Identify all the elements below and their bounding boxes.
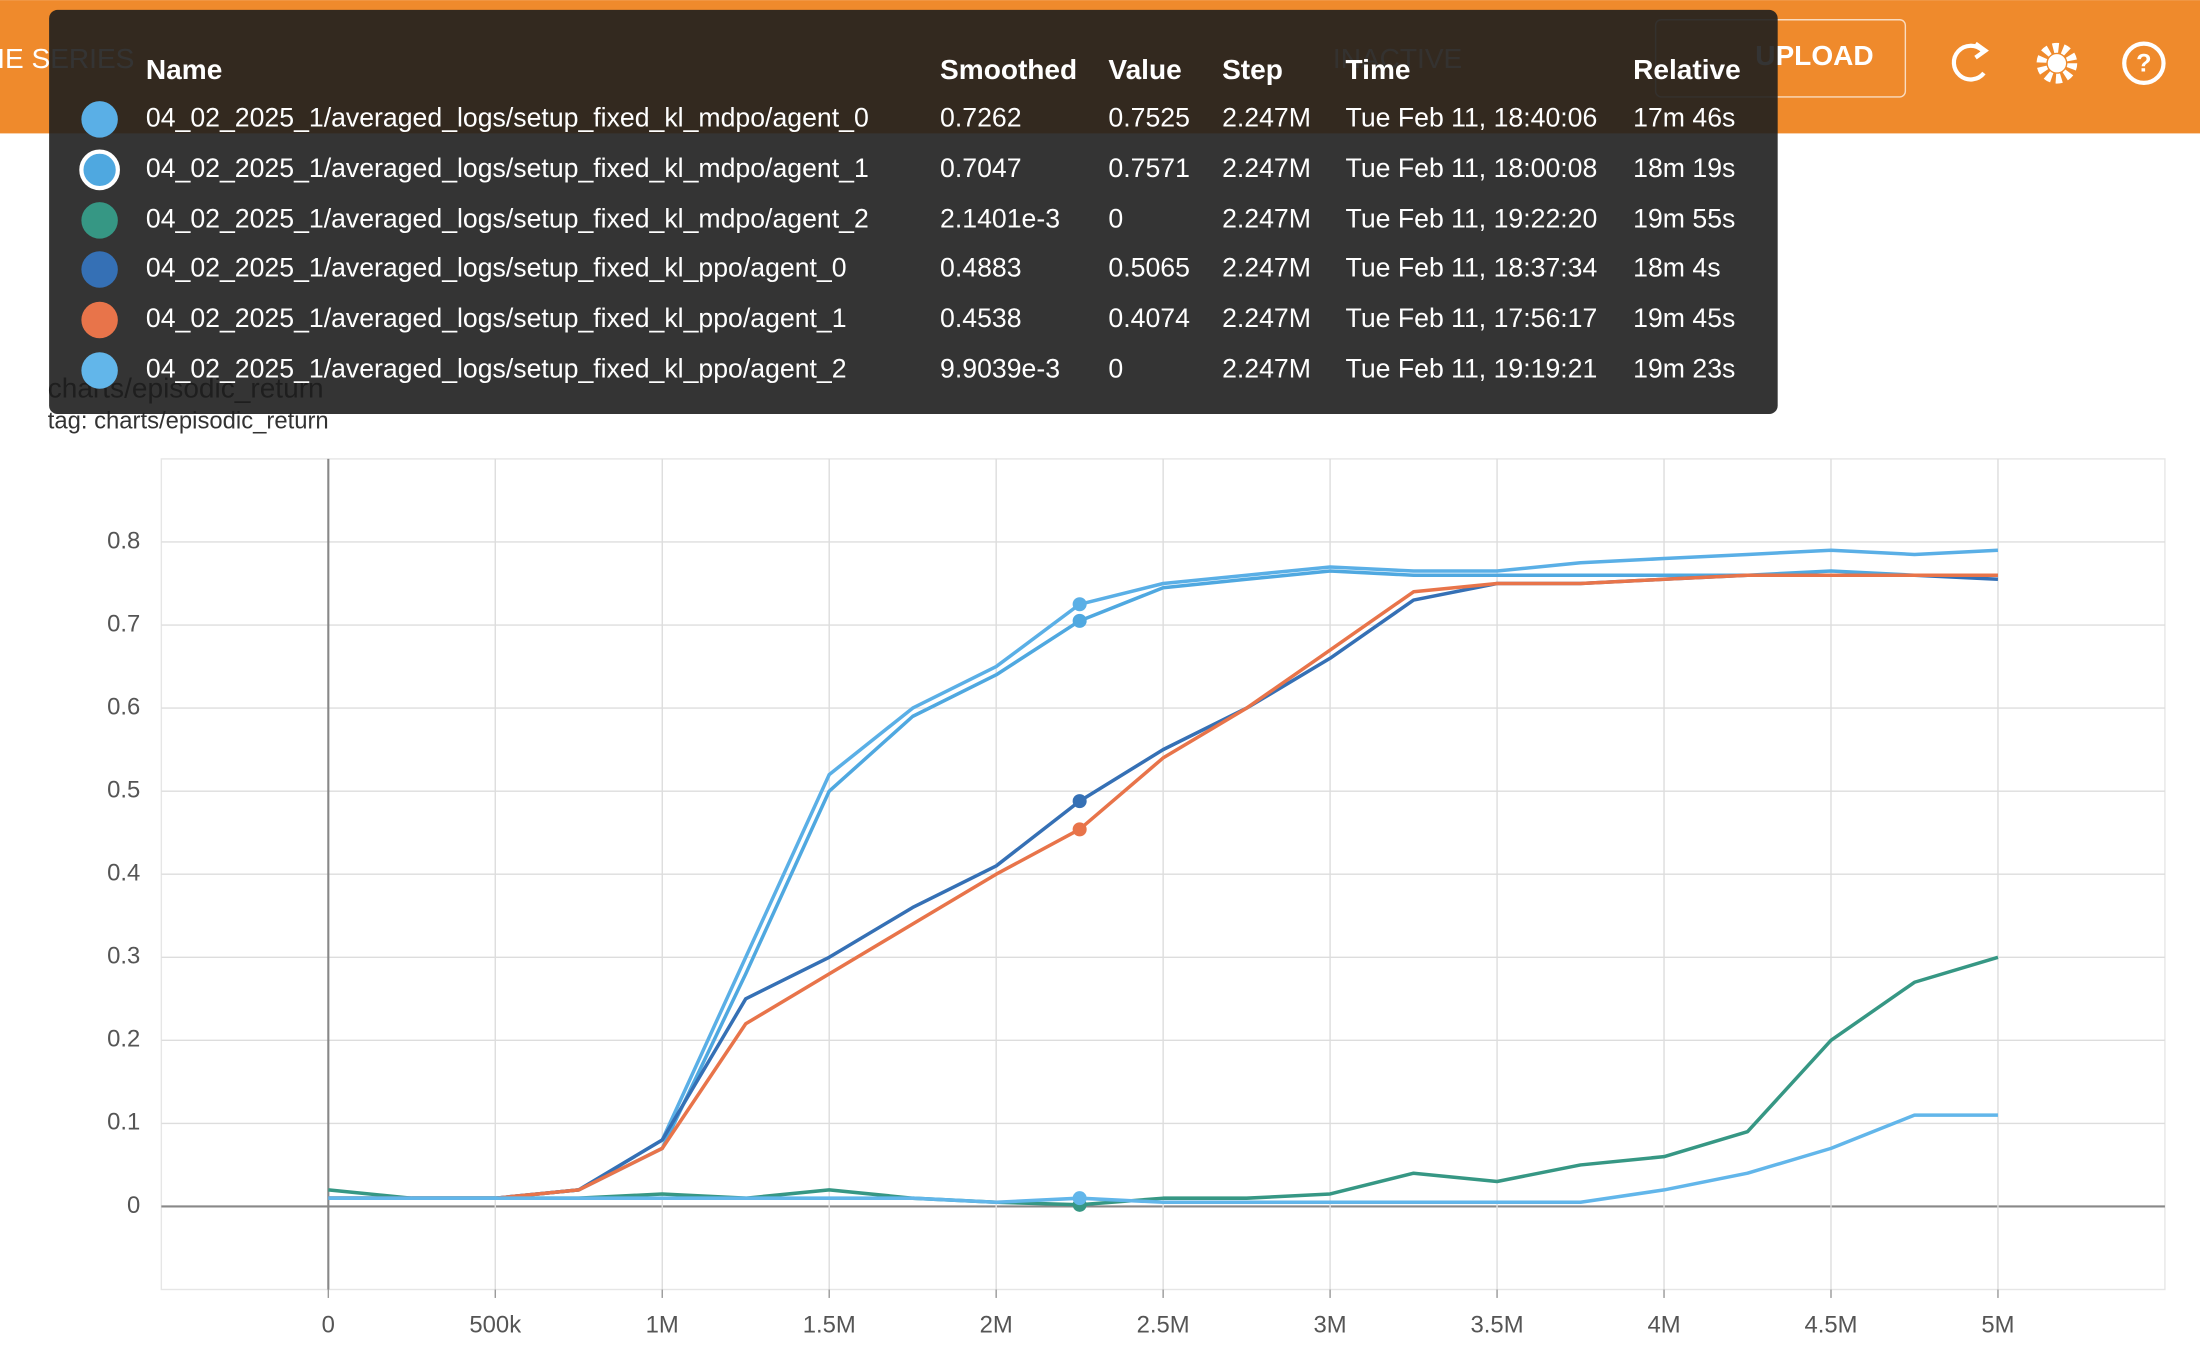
x-tick-label: 1.5M	[803, 1311, 856, 1338]
tooltip-cell: 2.247M	[1222, 354, 1311, 384]
tooltip-header: Step	[1222, 54, 1283, 85]
tooltip-cell: 2.247M	[1222, 253, 1311, 283]
y-tick-label: 0	[127, 1192, 140, 1219]
tooltip-cell: 0	[1108, 203, 1123, 233]
tooltip-header: Name	[146, 54, 222, 85]
help-mark: ?	[2136, 49, 2151, 77]
tooltip-cell: 0.4074	[1108, 303, 1190, 333]
x-tick-label: 5M	[1981, 1311, 2014, 1338]
y-tick-label: 0.5	[107, 776, 140, 803]
series-line	[328, 1113, 1998, 1205]
series-swatch	[81, 251, 118, 288]
tooltip-cell: 0.7262	[940, 102, 1021, 132]
tooltip-cell: 0	[1108, 354, 1123, 384]
tooltip-cell: 17m 46s	[1633, 102, 1735, 132]
x-tick-label: 4M	[1647, 1311, 1680, 1338]
tooltip-cell: 2.247M	[1222, 303, 1311, 333]
tooltip-name: 04_02_2025_1/averaged_logs/setup_fixed_k…	[146, 253, 847, 283]
tooltip-cell: Tue Feb 11, 18:40:06	[1346, 102, 1598, 132]
tooltip-name: 04_02_2025_1/averaged_logs/setup_fixed_k…	[146, 153, 869, 183]
y-tick-label: 0.1	[107, 1109, 140, 1136]
settings-icon[interactable]	[2036, 42, 2078, 84]
tooltip-cell: 19m 45s	[1633, 303, 1735, 333]
tooltip-cell: 2.247M	[1222, 153, 1311, 183]
x-tick-label: 4.5M	[1804, 1311, 1857, 1338]
tooltip-header: Value	[1108, 54, 1181, 85]
hover-point	[1072, 1191, 1087, 1206]
refresh-icon[interactable]	[1951, 43, 1986, 82]
x-tick-label: 3.5M	[1471, 1311, 1524, 1338]
tooltip-name: 04_02_2025_1/averaged_logs/setup_fixed_k…	[146, 102, 869, 132]
tooltip-name: 04_02_2025_1/averaged_logs/setup_fixed_k…	[146, 354, 847, 384]
y-tick-label: 0.7	[107, 610, 140, 637]
tooltip-cell: 19m 55s	[1633, 203, 1735, 233]
settings-hub	[2047, 54, 2067, 73]
refresh-arrow	[1974, 41, 1989, 60]
series-swatch	[79, 149, 120, 191]
series-line	[328, 573, 1998, 1200]
tooltip-cell: 18m 19s	[1633, 153, 1735, 183]
tooltip-header: Time	[1346, 54, 1411, 85]
hover-point	[1072, 597, 1087, 612]
series-swatch	[81, 301, 118, 339]
tooltip-header: Relative	[1633, 54, 1741, 85]
hover-point	[1072, 822, 1087, 837]
tooltip-cell: 19m 23s	[1633, 354, 1735, 384]
tooltip-cell: 2.1401e-3	[940, 203, 1060, 233]
y-tick-label: 0.8	[107, 527, 140, 554]
tooltip-cell: Tue Feb 11, 19:22:20	[1346, 203, 1598, 233]
hover-point	[1072, 613, 1087, 628]
series-swatch	[81, 101, 118, 138]
tooltip-cell: Tue Feb 11, 18:00:08	[1346, 153, 1598, 183]
y-tick-label: 0.2	[107, 1026, 140, 1053]
x-tick-label: 1M	[646, 1311, 679, 1338]
tooltip-name: 04_02_2025_1/averaged_logs/setup_fixed_k…	[146, 303, 847, 333]
plot: 0 0.1 0.2 0.3 0.4 0.5 0.6 0.7 0.8 0 500k 1M 1.5M 2M 2.…	[107, 458, 2166, 1338]
hover-point	[1072, 794, 1087, 809]
tooltip-cell: Tue Feb 11, 17:56:17	[1346, 303, 1598, 333]
tooltip-header: Smoothed	[940, 54, 1077, 85]
tooltip-cell: 0.7047	[940, 153, 1021, 183]
help-icon[interactable]	[2122, 41, 2166, 85]
tooltip-cell: 0.7571	[1108, 153, 1189, 183]
tooltip-cell: 9.9039e-3	[940, 354, 1060, 384]
y-tick-label: 0.4	[107, 860, 140, 887]
y-tick-label: 0.6	[107, 693, 140, 720]
tooltip-cell: 18m 4s	[1633, 253, 1720, 283]
tooltip-cell: 0.4883	[940, 253, 1021, 283]
tooltip-cell: 2.247M	[1222, 203, 1311, 233]
series-swatch	[81, 202, 118, 239]
x-tick-label: 2.5M	[1137, 1311, 1190, 1338]
tooltip-cell: 0.4538	[940, 303, 1021, 333]
tooltip-cell: 0.7525	[1108, 102, 1189, 132]
tooltip-cell: 0.5065	[1108, 253, 1189, 283]
x-tick-label: 500k	[469, 1311, 521, 1338]
tooltip-cell: Tue Feb 11, 19:19:21	[1346, 354, 1598, 384]
x-tick-label: 0	[322, 1311, 335, 1338]
series-swatch	[81, 352, 118, 389]
toolbar-icons	[1951, 41, 2166, 85]
tooltip-box	[49, 9, 1778, 415]
tooltip-name: 04_02_2025_1/averaged_logs/setup_fixed_k…	[146, 203, 869, 233]
x-tick-label: 2M	[980, 1311, 1013, 1338]
tooltip-cell: 2.247M	[1222, 102, 1311, 132]
x-tick-label: 3M	[1314, 1311, 1347, 1338]
tooltip-cell: Tue Feb 11, 18:37:34	[1346, 253, 1598, 283]
tooltip: Name Smoothed Value Step Time Relative 04_02_2…	[49, 9, 1778, 415]
y-tick-label: 0.3	[107, 943, 140, 970]
